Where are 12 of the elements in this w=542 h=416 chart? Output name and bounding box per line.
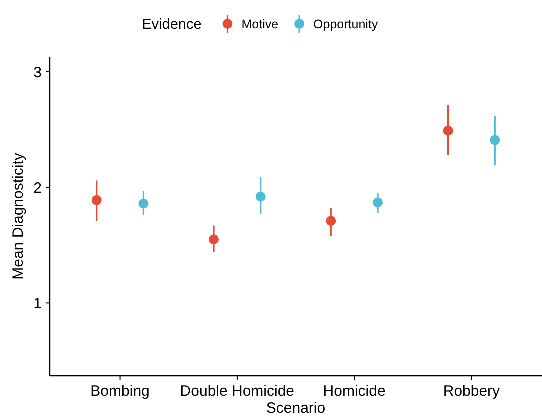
legend-label: Opportunity [314,17,379,32]
y-tick-label: 3 [34,64,42,82]
y-tick-label: 1 [34,295,42,312]
x-tick-label: Bombing [90,383,150,400]
y-axis-title: Mean Diagnosticity [10,152,27,280]
legend-title: Evidence [142,17,202,34]
x-axis-title: Scenario [266,400,326,416]
x-tick-label: Robbery [443,383,501,400]
legend-label: Motive [242,17,279,32]
x-tick-label: Double Homicide [180,383,295,400]
x-tick-label: Homicide [323,383,386,400]
y-tick-label: 2 [34,180,42,197]
